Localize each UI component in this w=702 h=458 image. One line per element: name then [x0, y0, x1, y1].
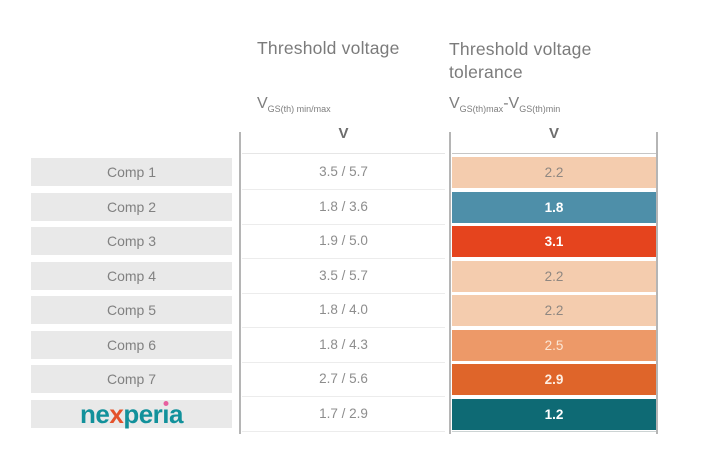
threshold-value: 3.5 / 5.7: [242, 259, 445, 294]
row-label: Comp 1: [31, 158, 232, 186]
formula-subscript: GS(th) min/max: [267, 104, 331, 115]
tolerance-formula: VGS(th)max-VGS(th)min: [449, 95, 560, 114]
formula-v: V: [257, 95, 268, 112]
threshold-value: 1.9 / 5.0: [242, 224, 445, 259]
table-row: Comp 7 2.7 / 5.6 2.9: [0, 362, 702, 397]
logo-i-letter: ı: [162, 400, 169, 428]
logo-x-letter: x: [109, 399, 124, 429]
formula-subscript: GS(th)min: [519, 104, 561, 115]
tolerance-cell: 2.9: [452, 364, 656, 395]
divider-line-right: [656, 132, 658, 434]
table-row: Comp 5 1.8 / 4.0 2.2: [0, 293, 702, 328]
logo-letters: per: [123, 399, 163, 429]
threshold-value: 2.7 / 5.6: [242, 362, 445, 397]
table-row: nexperı a 1.7 / 2.9 1.2: [0, 397, 702, 432]
logo-letters: ne: [80, 399, 110, 429]
formula-v: V: [508, 95, 520, 112]
divider-line-middle: [449, 132, 451, 434]
divider-line-left: [239, 132, 241, 434]
formula-v: V: [449, 95, 460, 112]
tolerance-cell: 2.2: [452, 295, 656, 326]
table-row: Comp 1 3.5 / 5.7 2.2: [0, 155, 702, 190]
threshold-value: 1.8 / 4.0: [242, 293, 445, 328]
table-row: Comp 4 3.5 / 5.7 2.2: [0, 259, 702, 294]
table-row: Comp 3 1.9 / 5.0 3.1: [0, 224, 702, 259]
nexperia-logo-cell: nexperı a: [31, 400, 232, 428]
tolerance-column-top-line: [452, 153, 656, 154]
row-label: Comp 7: [31, 365, 232, 393]
nexperia-logo: nexperı a: [80, 399, 183, 429]
table-row: Comp 2 1.8 / 3.6 1.8: [0, 190, 702, 225]
row-label: Comp 5: [31, 296, 232, 324]
row-label: Comp 2: [31, 193, 232, 221]
tolerance-cell: 2.2: [452, 157, 656, 188]
threshold-column-title: Threshold voltage: [257, 38, 400, 58]
formula-subscript: GS(th)max: [459, 104, 504, 115]
tolerance-cell: 3.1: [452, 226, 656, 257]
tolerance-column-bottom-line: [452, 431, 656, 432]
tolerance-unit-label: V: [548, 125, 559, 142]
row-label: Comp 4: [31, 262, 232, 290]
tolerance-cell: 1.8: [452, 192, 656, 223]
formula-minus: -: [503, 95, 509, 112]
logo-i-stem: ı: [162, 399, 170, 429]
row-label: Comp 6: [31, 331, 232, 359]
table-row: Comp 6 1.8 / 4.3 2.5: [0, 328, 702, 363]
threshold-formula: VGS(th) min/max: [257, 95, 331, 114]
threshold-unit-label: V: [338, 125, 349, 142]
threshold-value: 1.8 / 3.6: [242, 190, 445, 225]
logo-i-dot: [163, 401, 169, 406]
tolerance-cell: 1.2: [452, 399, 656, 430]
threshold-value: 1.8 / 4.3: [242, 328, 445, 363]
threshold-value: 1.7 / 2.9: [242, 397, 445, 432]
tolerance-cell: 2.5: [452, 330, 656, 361]
tolerance-cell: 2.2: [452, 261, 656, 292]
tolerance-column-title: Threshold voltage tolerance: [449, 39, 592, 82]
logo-letters: a: [169, 399, 183, 429]
threshold-column-top-line: [242, 153, 445, 154]
threshold-value: 3.5 / 5.7: [242, 155, 445, 190]
row-label: Comp 3: [31, 227, 232, 255]
